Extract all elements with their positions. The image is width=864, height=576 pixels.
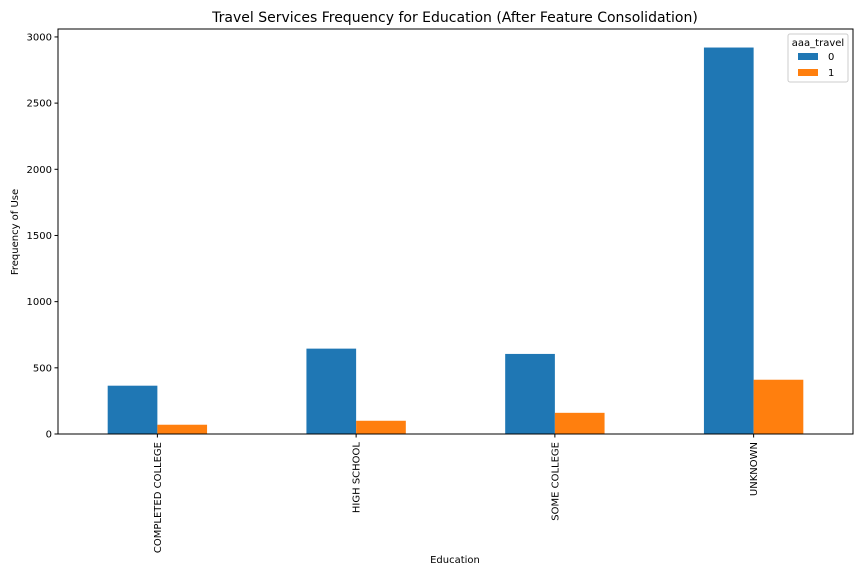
legend-label-1: 1 xyxy=(828,68,834,79)
legend-swatch-1 xyxy=(798,69,818,76)
bar-1-2 xyxy=(554,412,605,434)
legend: aaa_travel 0 1 xyxy=(787,33,849,83)
x-axis: COMPLETED COLLEGE HIGH SCHOOL SOME COLLEGE… xyxy=(153,434,760,553)
x-tick-label-1: HIGH SCHOOL xyxy=(352,442,363,514)
x-tick-label-0: COMPLETED COLLEGE xyxy=(153,442,164,553)
y-tick-label-0: 0 xyxy=(46,430,52,441)
x-tick-label-2: SOME COLLEGE xyxy=(550,442,561,521)
plot-frame xyxy=(57,28,854,435)
y-axis: 0 500 1000 1500 2000 2500 3000 xyxy=(27,32,58,441)
legend-swatch-0 xyxy=(798,53,818,60)
legend-label-0: 0 xyxy=(828,52,834,63)
legend-title: aaa_travel xyxy=(792,38,844,49)
y-tick-label-1: 500 xyxy=(33,363,52,374)
x-axis-label: Education xyxy=(430,555,480,566)
bar-0-2 xyxy=(505,353,555,434)
bars-group xyxy=(107,47,804,434)
y-tick-label-3: 1500 xyxy=(27,231,52,242)
chart-title: Travel Services Frequency for Education … xyxy=(211,10,698,26)
bar-0-0 xyxy=(107,385,158,434)
x-tick-label-3: UNKNOWN xyxy=(749,442,760,496)
bar-0-3 xyxy=(703,47,754,434)
y-axis-label: Frequency of Use xyxy=(10,189,21,275)
y-tick-label-4: 2000 xyxy=(27,165,52,176)
y-tick-label-2: 1000 xyxy=(27,297,52,308)
bar-1-3 xyxy=(753,379,804,434)
bar-1-0 xyxy=(157,424,208,434)
bar-0-1 xyxy=(306,348,357,434)
y-tick-label-6: 3000 xyxy=(27,32,52,43)
bar-1-1 xyxy=(356,420,406,434)
y-tick-label-5: 2500 xyxy=(27,99,52,110)
